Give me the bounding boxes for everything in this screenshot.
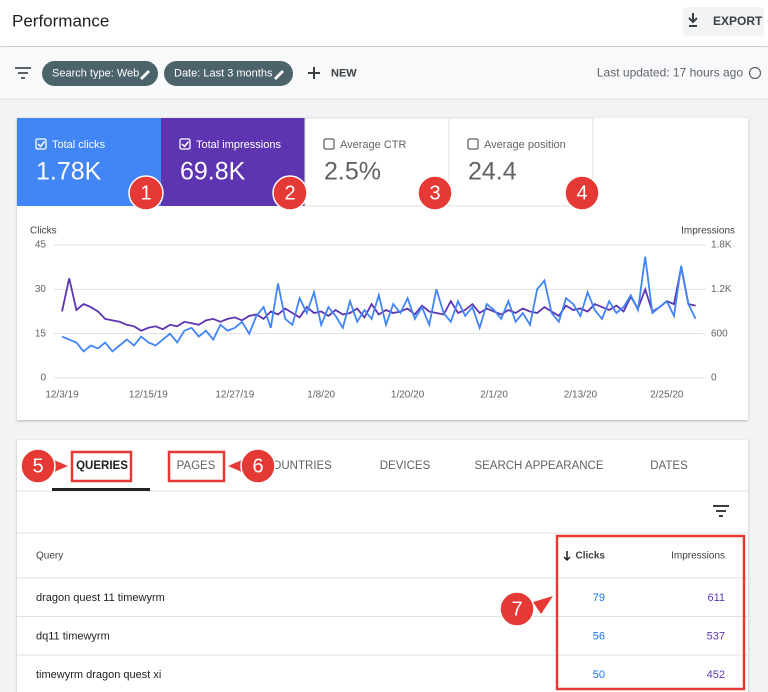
annotation-badge: 2 (272, 175, 308, 211)
y2-tick-label: 1.2K (711, 284, 732, 295)
table-filter-icon[interactable] (713, 505, 729, 517)
tab[interactable]: DATES (650, 460, 688, 472)
series-line (61, 256, 697, 353)
badge-circle (128, 175, 164, 211)
table-cell: dragon quest 11 timewyrm (36, 592, 165, 604)
page-title: Performance (12, 11, 109, 30)
chip-label[interactable]: Date: Last 3 months (174, 67, 273, 79)
y-tick-label: 45 (35, 240, 47, 251)
checkmark (37, 141, 46, 148)
tab[interactable]: SEARCH APPEARANCE (474, 460, 603, 472)
header-bar (0, 0, 768, 46)
table-cell: 79 (593, 592, 605, 604)
badge-circle (564, 175, 600, 211)
metric-label[interactable]: Total impressions (196, 139, 281, 151)
highlight-box (167, 450, 226, 483)
tab[interactable]: DEVICES (380, 460, 431, 472)
help-icon[interactable] (748, 66, 762, 80)
table-cell: dq11 timewyrm (36, 630, 110, 642)
chip-label[interactable]: Search type: Web (52, 67, 139, 79)
metric-label[interactable]: Average position (484, 139, 566, 151)
filter-chip[interactable]: Date: Last 3 months (164, 61, 293, 86)
tab[interactable]: PAGES (177, 460, 216, 472)
badge-circle (20, 448, 56, 484)
export-button[interactable]: EXPORT (683, 7, 764, 36)
active-tab-indicator (52, 488, 150, 491)
table-cell: 50 (593, 669, 605, 681)
badge-number: 2 (284, 182, 295, 204)
table-cell: 452 (707, 669, 725, 681)
last-updated: Last updated: 17 hours ago (597, 66, 743, 80)
y-tick-label: 30 (35, 284, 47, 295)
annotation-badge: 6 (228, 448, 276, 484)
y-tick-label: 0 (40, 373, 46, 384)
series-line (61, 267, 696, 332)
x-tick-label: 1/20/20 (391, 390, 425, 401)
badge-circle (417, 175, 453, 211)
annotation-badge: 3 (417, 175, 453, 211)
annotation-badge: 1 (128, 175, 164, 211)
metric-value[interactable]: 69.8K (180, 158, 246, 186)
x-tick-label: 12/3/19 (45, 390, 79, 401)
y-tick-label: 15 (35, 328, 47, 339)
checkbox[interactable] (35, 138, 47, 150)
checkbox[interactable] (179, 138, 191, 150)
metric-label[interactable]: Average CTR (340, 139, 406, 151)
badge-number: 5 (32, 455, 43, 477)
tab[interactable]: COUNTRIES (264, 460, 332, 472)
table-cell: 611 (707, 592, 725, 604)
y2-tick-label: 0 (711, 373, 717, 384)
x-tick-label: 12/27/19 (215, 390, 254, 401)
y2-tick-label: 600 (711, 328, 728, 339)
badge-pointer (54, 460, 68, 472)
x-tick-label: 12/15/19 (129, 390, 168, 401)
new-label[interactable]: NEW (331, 67, 357, 79)
y-axis-title: Clicks (30, 226, 57, 237)
x-tick-label: 1/8/20 (307, 390, 335, 401)
column-header[interactable]: Impressions (671, 551, 725, 562)
checkbox[interactable] (323, 138, 335, 150)
badge-number: 3 (429, 182, 440, 204)
x-tick-label: 2/25/20 (650, 390, 684, 401)
filter-icon[interactable] (15, 67, 31, 79)
badge-circle (499, 591, 535, 627)
column-header: Query (36, 551, 63, 562)
table-cell: 56 (593, 630, 605, 642)
metric-tile[interactable]: Average position 24.4 (448, 117, 594, 207)
metric-value[interactable]: 1.78K (36, 158, 102, 186)
checkbox[interactable] (467, 138, 479, 150)
sort-icon (563, 551, 571, 562)
badge-pointer (228, 460, 242, 472)
x-tick-label: 2/1/20 (480, 390, 508, 401)
table-card (17, 440, 748, 692)
badge-pointer (533, 596, 553, 614)
table-cell: timewyrm dragon quest xi (36, 669, 161, 681)
metric-value[interactable]: 24.4 (468, 158, 517, 186)
metric-label[interactable]: Total clicks (52, 139, 106, 151)
badge-number: 4 (576, 182, 587, 204)
badge-number: 1 (140, 182, 151, 204)
badge-number: 7 (511, 598, 522, 620)
badge-number: 6 (252, 455, 263, 477)
export-label[interactable]: EXPORT (713, 14, 763, 28)
annotation-badge: 7 (499, 591, 553, 627)
highlight-box (555, 534, 746, 691)
annotation-badge: 5 (20, 448, 68, 484)
filter-chip[interactable]: Search type: Web (42, 61, 158, 86)
annotation-badge: 4 (564, 175, 600, 211)
column-header[interactable]: Clicks (576, 551, 606, 562)
badge-circle (272, 175, 308, 211)
checkmark (181, 141, 190, 148)
y2-axis-title: Impressions (681, 226, 735, 237)
y2-tick-label: 1.8K (711, 240, 732, 251)
highlight-box (70, 450, 133, 483)
badge-circle (240, 448, 276, 484)
table-cell: 537 (707, 630, 725, 642)
x-tick-label: 2/13/20 (564, 390, 598, 401)
metric-value[interactable]: 2.5% (324, 158, 381, 186)
new-button[interactable]: NEW (308, 67, 357, 79)
tab[interactable]: QUERIES (76, 460, 128, 472)
